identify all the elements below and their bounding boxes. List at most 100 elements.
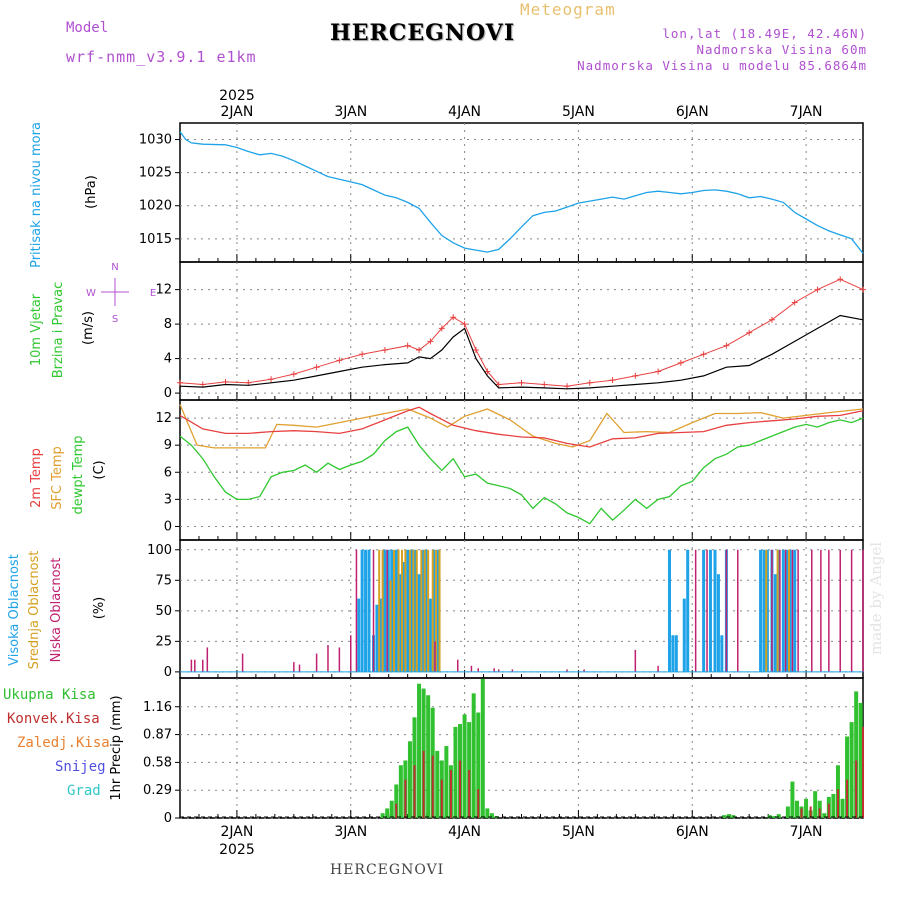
precip-bar-total bbox=[480, 678, 485, 818]
precip-legend-item: Ukupna Kisa bbox=[3, 687, 96, 703]
y-tick-label: 1015 bbox=[139, 232, 172, 247]
cloud-bar-low bbox=[470, 665, 473, 672]
cloud-bar-high bbox=[716, 574, 720, 672]
precip-bar-total bbox=[462, 714, 467, 818]
compass-north-label: N bbox=[111, 262, 118, 273]
precip-bar-total bbox=[804, 798, 809, 818]
precip-legend-item: Konvek.Kisa bbox=[7, 711, 100, 727]
precip-bar-total bbox=[394, 784, 399, 818]
compass-south-label: S bbox=[112, 314, 118, 325]
cloud-bar-high bbox=[674, 635, 678, 672]
wind-gust-marker bbox=[700, 351, 707, 358]
wind-gust-marker bbox=[177, 379, 183, 386]
precip-bar-convective bbox=[818, 808, 821, 818]
cloud-bar-mid bbox=[431, 549, 434, 672]
wind-gust-marker bbox=[290, 371, 297, 378]
wind-gust-marker bbox=[416, 346, 423, 353]
cloud-bar-mid bbox=[427, 549, 430, 672]
precip-bar-total bbox=[822, 813, 827, 818]
cloud-bar-low bbox=[372, 549, 375, 672]
panel-clouds: 0 25 50 75 100 bbox=[147, 539, 864, 680]
cloud-bar-high bbox=[420, 549, 424, 672]
cloud-bar-high bbox=[713, 549, 717, 672]
cloud-bar-low bbox=[784, 549, 787, 672]
precip-bar-total bbox=[444, 746, 449, 818]
precip-bar-total bbox=[858, 702, 863, 818]
cloud-bar-mid bbox=[423, 549, 426, 672]
cloud-bar-high bbox=[367, 549, 371, 672]
precip-bar-total bbox=[471, 693, 476, 818]
cloud-bar-low bbox=[298, 664, 301, 672]
wind-axis-title: 10m Vjetar bbox=[29, 293, 44, 366]
wind-gust-marker bbox=[768, 316, 775, 323]
cloud-bar-low bbox=[862, 549, 864, 672]
chart-title: HERCEGNOVI bbox=[330, 20, 516, 46]
precip-bar-convective bbox=[855, 760, 858, 818]
cloud-bar-high bbox=[671, 635, 675, 672]
precip-bar-total bbox=[489, 813, 494, 818]
cloud-bar-low bbox=[493, 668, 495, 672]
cloud-bar-mid bbox=[397, 549, 400, 672]
wind-gust-marker bbox=[723, 342, 730, 349]
y-tick-label: 1030 bbox=[139, 133, 172, 148]
wind-gust-marker bbox=[268, 376, 275, 383]
cloud-bar-high bbox=[394, 549, 398, 672]
x-tick-label-top: 6JAN bbox=[676, 104, 709, 120]
y-tick-label: 75 bbox=[155, 573, 172, 588]
cloud-bar-high bbox=[412, 549, 416, 672]
2m-temp-line bbox=[179, 406, 864, 448]
cloud-high-axis-title: Visoka Oblacnost bbox=[7, 554, 22, 666]
precip-bar-total bbox=[785, 806, 790, 818]
cloud-bar-mid bbox=[400, 549, 403, 672]
meteogram-label: Meteogram bbox=[520, 0, 616, 19]
y-tick-label: 0 bbox=[164, 386, 172, 401]
precip-legend-item: Grad bbox=[67, 783, 101, 799]
model-elevation-text: Nadmorska Visina u modelu 85.6864m bbox=[577, 58, 867, 73]
cloud-bar-low bbox=[434, 641, 436, 672]
cloud-bar-mid bbox=[404, 549, 407, 672]
precip-bar-total bbox=[398, 765, 403, 818]
cloud-bar-mid bbox=[788, 549, 791, 672]
precip-unit-label: 1hr Precip (mm) bbox=[109, 695, 124, 800]
cloud-bar-low bbox=[566, 669, 568, 672]
wind-gust-marker bbox=[655, 368, 662, 375]
cloud-bar-low bbox=[355, 549, 358, 672]
cloud-bar-low bbox=[327, 645, 329, 672]
cloud-bar-high bbox=[401, 561, 405, 672]
cloud-bar-high bbox=[406, 549, 410, 672]
x-tick-label-top: 3JAN bbox=[334, 104, 367, 120]
pressure-axis-title: Pritisak na nivou mora bbox=[29, 122, 44, 268]
cloud-bar-mid bbox=[415, 549, 418, 672]
precip-bar-total bbox=[726, 814, 731, 818]
precip-bar-total bbox=[453, 726, 458, 818]
wind-gust-marker bbox=[609, 377, 616, 384]
cloud-bar-high bbox=[759, 549, 763, 672]
cloud-bar-high bbox=[765, 549, 769, 672]
cloud-bar-low bbox=[315, 653, 318, 672]
y-tick-label: 9 bbox=[164, 438, 172, 453]
pressure-unit-label: (hPa) bbox=[84, 175, 99, 209]
cloud-bar-high bbox=[708, 549, 712, 672]
y-tick-label: 1020 bbox=[139, 199, 172, 214]
panel-pressure: 1015 1020 1025 1030 bbox=[139, 122, 864, 263]
wind-gust-marker bbox=[313, 364, 320, 371]
cloud-bar-high bbox=[360, 549, 364, 672]
cloud-bar-low bbox=[194, 659, 196, 672]
cloud-bar-high bbox=[762, 549, 766, 672]
cloud-bar-high bbox=[432, 549, 436, 672]
wind-gust-marker bbox=[438, 325, 445, 332]
cloud-bar-high bbox=[667, 549, 671, 672]
cloud-bar-high bbox=[357, 598, 361, 672]
cloud-bar-mid bbox=[435, 549, 438, 672]
y-tick-label: 0.87 bbox=[143, 728, 172, 743]
precip-bar-total bbox=[485, 808, 490, 818]
cloud-bar-low bbox=[706, 549, 708, 672]
cloud-bar-low bbox=[634, 649, 637, 672]
x-tick-label-top: 2JAN bbox=[220, 104, 253, 120]
cloud-bar-high bbox=[720, 635, 724, 672]
cloud-bar-mid bbox=[408, 549, 411, 672]
y-tick-label: 1025 bbox=[139, 166, 172, 181]
cloud-bar-low bbox=[497, 669, 500, 672]
precip-bar-convective bbox=[413, 765, 416, 818]
